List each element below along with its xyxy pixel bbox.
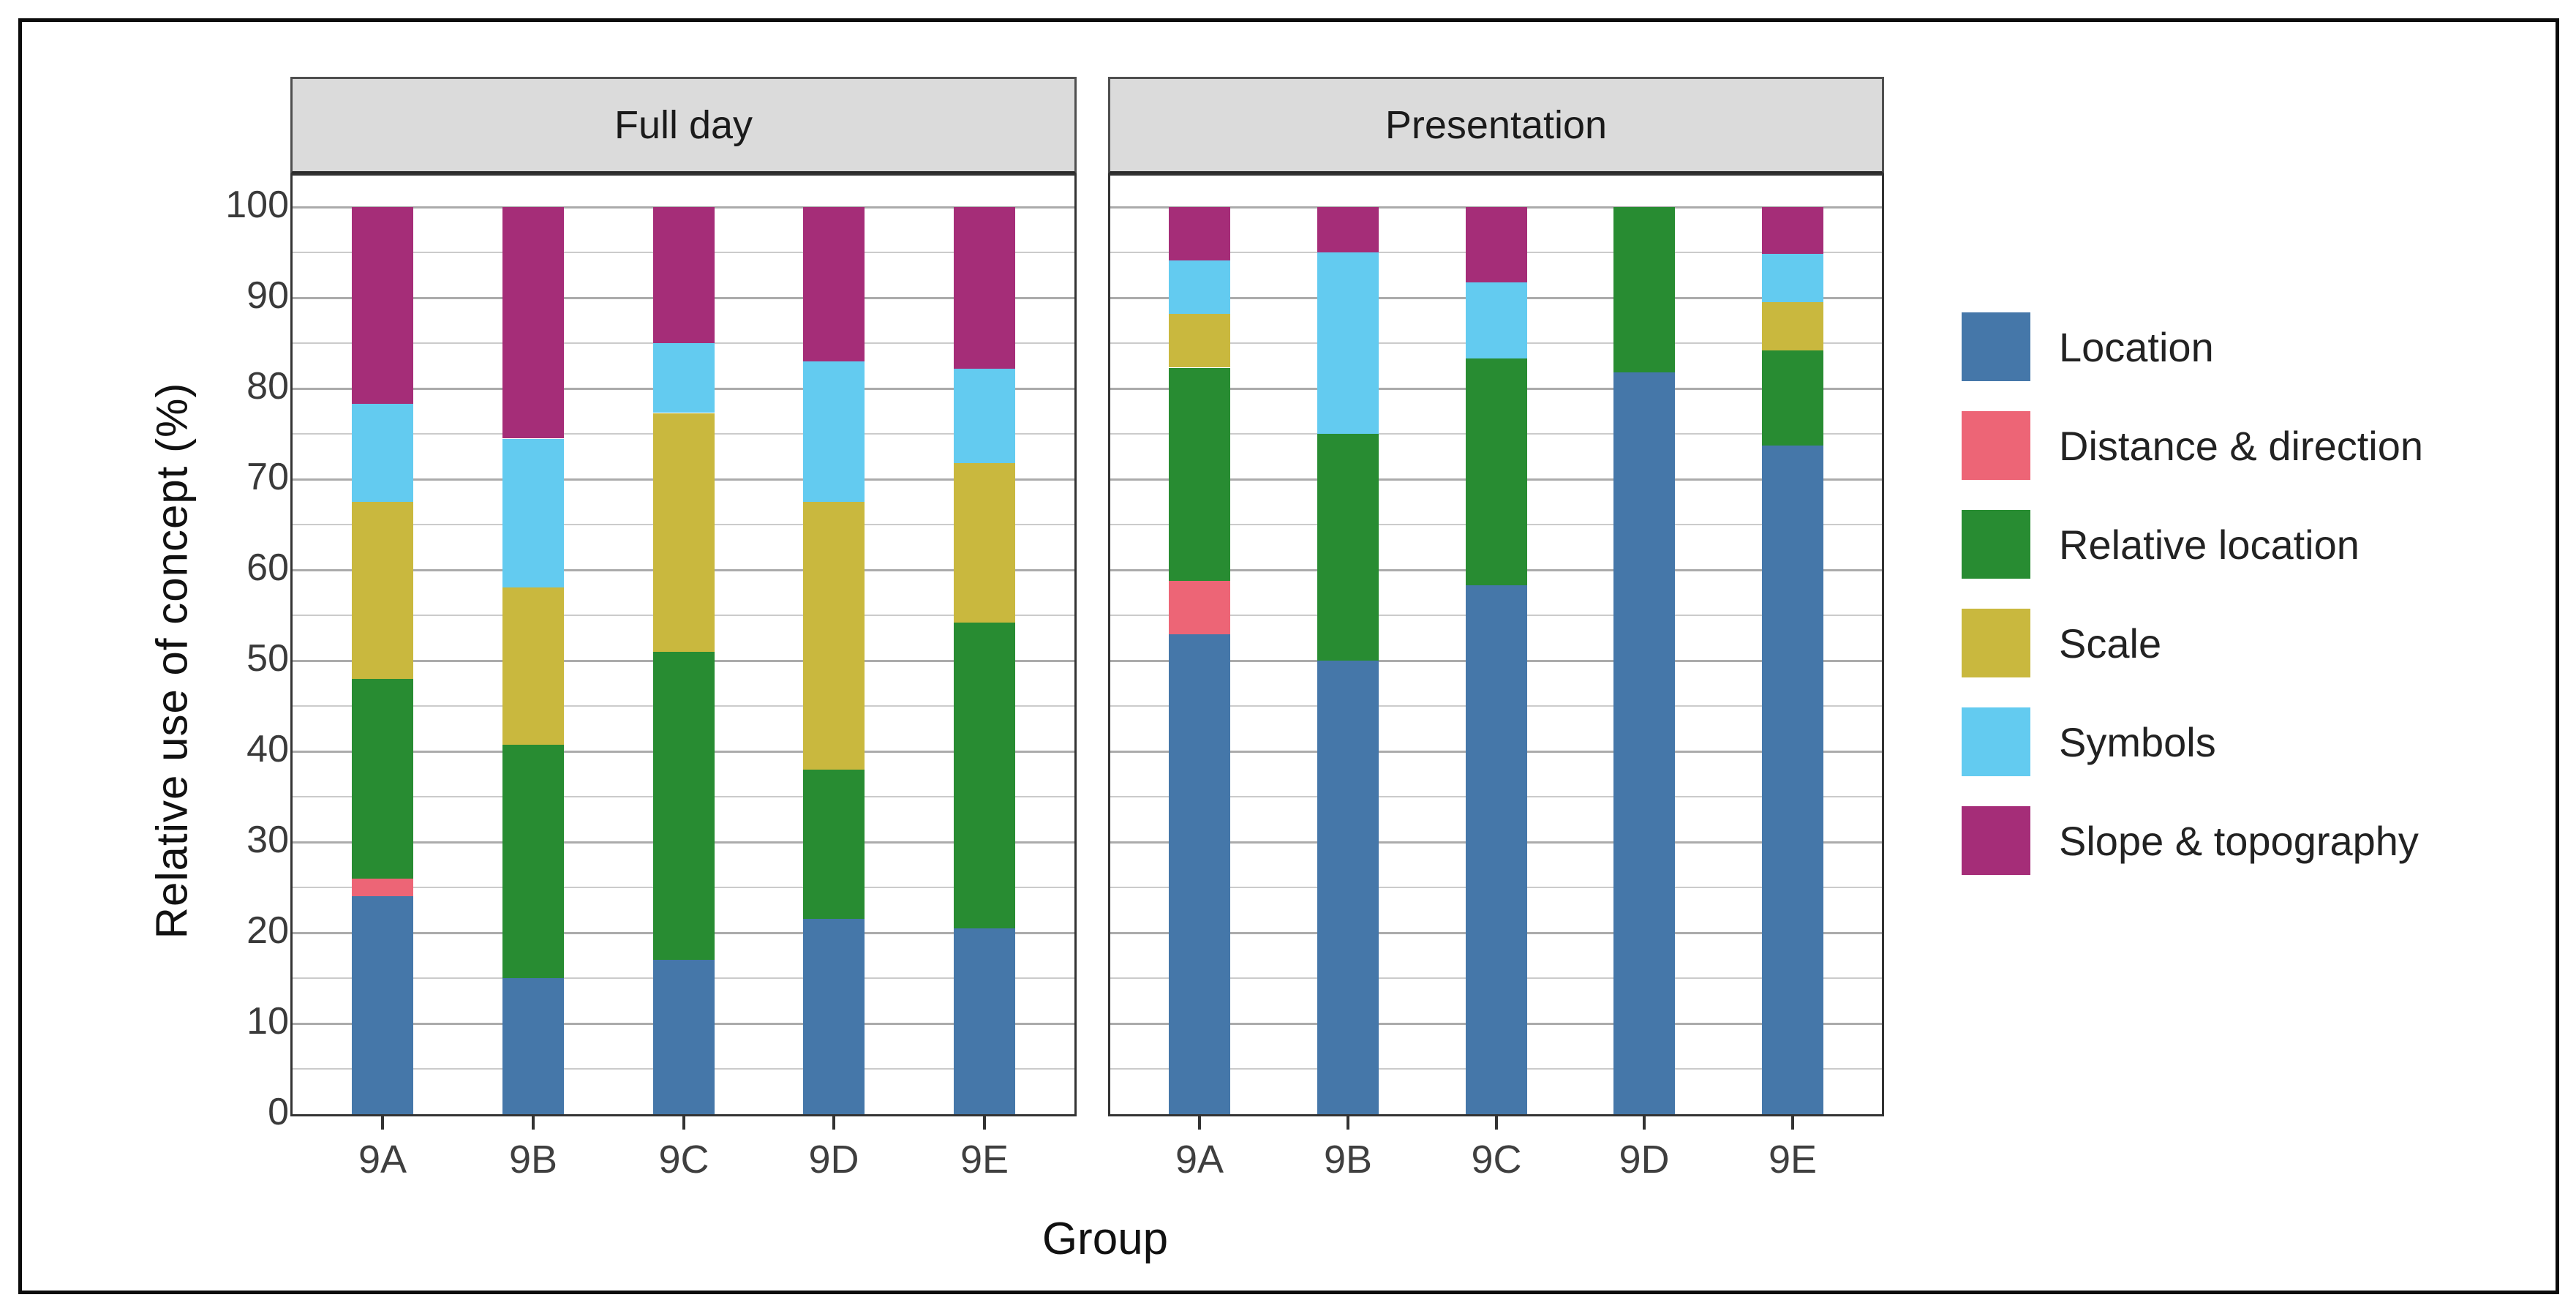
legend-label: Slope & topography (2059, 817, 2419, 864)
bar-segment (1466, 207, 1527, 282)
bar-segment (352, 679, 413, 879)
bar-segment (1762, 446, 1823, 1114)
legend-label: Symbols (2059, 718, 2216, 765)
legend-label: Scale (2059, 620, 2162, 666)
bar-segment (1466, 282, 1527, 358)
bar-segment (653, 343, 715, 413)
bar-segment (502, 745, 564, 978)
x-tick-mark (832, 1116, 835, 1130)
bar-segment (1466, 358, 1527, 585)
legend-swatch-distance-direction (1962, 411, 2030, 480)
bar-segment (954, 928, 1015, 1114)
x-tick-label: 9B (508, 1138, 558, 1182)
x-tick-label: 9C (658, 1138, 709, 1182)
bar-segment (954, 207, 1015, 369)
bar-segment (653, 651, 715, 960)
bar-segment (352, 878, 413, 896)
bar-segment (352, 896, 413, 1114)
y-tick-label: 30 (246, 819, 289, 861)
bar-segment (1317, 434, 1379, 661)
x-tick-label: 9A (358, 1138, 407, 1182)
bar-segment (1613, 207, 1675, 372)
y-tick-label: 60 (246, 546, 289, 589)
bar-segment (1169, 314, 1230, 367)
bar-segment (803, 361, 865, 502)
x-tick-mark (1347, 1116, 1349, 1130)
bar-segment (803, 919, 865, 1114)
y-tick-label: 100 (225, 184, 289, 226)
legend-swatch-slope-topography (1962, 806, 2030, 875)
bar-segment (954, 369, 1015, 463)
bar-segment (803, 207, 865, 361)
bar-segment (653, 960, 715, 1114)
bar-segment (653, 413, 715, 652)
x-tick-mark (983, 1116, 986, 1130)
bar-segment (954, 623, 1015, 928)
y-tick-label: 40 (246, 728, 289, 770)
bar-segment (1762, 207, 1823, 254)
facet-strip-presentation: Presentation (1108, 77, 1884, 174)
bar-segment (1169, 368, 1230, 581)
y-tick-label: 90 (246, 274, 289, 317)
y-tick-label: 70 (246, 456, 289, 498)
bar-segment (1762, 254, 1823, 302)
bar-segment (1169, 207, 1230, 260)
legend-label: Relative location (2059, 521, 2360, 568)
bar-segment (502, 587, 564, 745)
bar-segment (1613, 372, 1675, 1114)
bar-segment (653, 207, 715, 343)
x-tick-label: 9D (1619, 1138, 1670, 1182)
x-tick-mark (682, 1116, 685, 1130)
legend-label: Location (2059, 323, 2214, 370)
y-tick-label: 0 (268, 1091, 289, 1133)
x-tick-label: 9A (1175, 1138, 1224, 1182)
bar-segment (1762, 302, 1823, 350)
bar-segment (954, 463, 1015, 623)
plot-panel (1108, 173, 1884, 1116)
bar-segment (803, 502, 865, 770)
bar-segment (352, 207, 413, 404)
bar-segment (502, 978, 564, 1114)
bar-segment (352, 404, 413, 502)
y-tick-label: 50 (246, 637, 289, 680)
x-tick-mark (1791, 1116, 1794, 1130)
bar-segment (502, 207, 564, 438)
plot-panel (290, 173, 1077, 1116)
bar-segment (1169, 634, 1230, 1114)
y-tick-label: 20 (246, 909, 289, 952)
bar-segment (1762, 350, 1823, 446)
x-tick-mark (1198, 1116, 1201, 1130)
x-tick-label: 9E (960, 1138, 1009, 1182)
x-tick-label: 9B (1323, 1138, 1373, 1182)
legend-swatch-symbols (1962, 707, 2030, 776)
x-tick-mark (381, 1116, 384, 1130)
y-tick-label: 10 (246, 1000, 289, 1043)
x-tick-mark (532, 1116, 535, 1130)
bar-segment (803, 769, 865, 919)
x-tick-label: 9D (808, 1138, 859, 1182)
x-tick-mark (1495, 1116, 1498, 1130)
x-tick-label: 9C (1471, 1138, 1522, 1182)
bar-segment (1169, 260, 1230, 314)
bar-segment (1317, 207, 1379, 252)
x-axis-title: Group (1042, 1214, 1169, 1264)
bar-segment (1317, 252, 1379, 434)
facet-strip-full-day: Full day (290, 77, 1077, 174)
bar-segment (352, 502, 413, 679)
legend-swatch-location (1962, 312, 2030, 381)
y-tick-label: 80 (246, 365, 289, 407)
x-tick-mark (1643, 1116, 1646, 1130)
legend-swatch-scale (1962, 609, 2030, 677)
bar-segment (502, 439, 564, 587)
bar-segment (1317, 661, 1379, 1114)
bar-segment (1466, 585, 1527, 1114)
legend-label: Distance & direction (2059, 422, 2424, 469)
bar-segment (1169, 581, 1230, 634)
legend-swatch-relative-location (1962, 510, 2030, 579)
x-tick-label: 9E (1768, 1138, 1818, 1182)
figure-border-frame: Relative use of concept (%) Group 0 10 20 3… (18, 18, 2559, 1294)
